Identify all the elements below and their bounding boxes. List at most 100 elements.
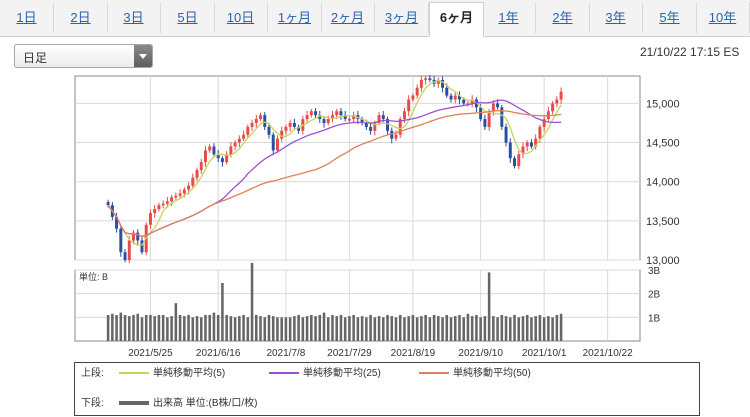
candle-body <box>555 99 559 104</box>
candle-body <box>204 150 207 163</box>
candle-body <box>322 119 326 123</box>
legend-label-ma50: 単純移動平均(50) <box>453 368 531 379</box>
tab-11[interactable]: 3年 <box>589 3 643 33</box>
volume-bar <box>394 317 398 341</box>
volume-bar <box>280 317 283 341</box>
candle-body <box>419 79 423 88</box>
volume-bar <box>538 314 542 341</box>
volume-bar <box>470 316 474 341</box>
x-tick-label: 2021/7/29 <box>327 348 372 359</box>
volume-bar <box>551 317 554 341</box>
volume-bar <box>157 314 161 341</box>
ma50-line <box>107 110 562 238</box>
tab-3[interactable]: 5日 <box>161 3 215 33</box>
volume-bar <box>229 316 233 341</box>
legend-item-volume: 出来高 単位:(B株/口/枚) <box>119 397 257 411</box>
volume-bar <box>487 272 491 341</box>
candle-body <box>347 119 351 121</box>
volume-bar <box>225 314 228 341</box>
candle-body <box>407 99 411 112</box>
volume-bar <box>521 316 525 341</box>
volume-bar <box>432 314 436 341</box>
candle-body <box>275 138 279 151</box>
candle-body <box>292 122 296 127</box>
candle-body <box>314 111 318 116</box>
volume-bar <box>111 313 114 341</box>
volume-bar <box>504 316 508 341</box>
chevron-down-icon[interactable] <box>134 45 152 67</box>
candle-body <box>153 209 157 214</box>
candle-body <box>187 185 191 190</box>
volume-bar <box>288 317 292 341</box>
candle-body <box>369 126 373 131</box>
tab-4[interactable]: 10日 <box>214 3 268 33</box>
candle-body <box>242 134 246 139</box>
candle-body <box>136 232 140 241</box>
volume-bar <box>297 314 300 341</box>
period-select-value: 日足 <box>23 51 48 65</box>
volume-bar <box>492 316 495 341</box>
tab-6[interactable]: 2ヶ月 <box>321 3 375 33</box>
candle-body <box>259 115 262 120</box>
candle-body <box>182 189 186 194</box>
volume-bar <box>191 317 195 341</box>
volume-bar <box>123 314 127 341</box>
volume-tick-label: 2B <box>648 290 661 301</box>
volume-bar <box>331 314 334 341</box>
candle-body <box>271 134 275 151</box>
volume-bar <box>369 314 372 341</box>
candle-body <box>352 115 356 120</box>
tab-9[interactable]: 1年 <box>482 3 536 33</box>
candle-body <box>496 103 500 108</box>
volume-bar <box>496 317 499 341</box>
volume-bar <box>348 316 351 341</box>
tab-8[interactable]: 6ヶ月 <box>429 2 484 37</box>
price-tick-label: 14,500 <box>646 138 680 150</box>
volume-bar <box>301 317 305 341</box>
volume-bar <box>242 314 245 341</box>
candle-body <box>157 205 161 210</box>
x-tick-label: 2021/6/16 <box>196 348 241 359</box>
candle-body <box>123 252 127 260</box>
candle-body <box>170 197 174 202</box>
volume-bar <box>428 317 432 341</box>
candle-body <box>161 203 165 206</box>
volume-bar <box>284 317 288 341</box>
tab-7[interactable]: 3ヶ月 <box>375 3 429 33</box>
candle-body <box>517 154 521 167</box>
tab-1[interactable]: 2日 <box>54 3 108 33</box>
tab-12[interactable]: 5年 <box>643 3 697 33</box>
volume-bar <box>445 314 449 341</box>
candle-body <box>483 119 487 127</box>
period-select[interactable]: 日足 <box>14 44 153 68</box>
tab-2[interactable]: 3日 <box>107 3 161 33</box>
volume-bar <box>517 317 521 341</box>
volume-bar <box>170 316 173 341</box>
candle-body <box>411 95 415 100</box>
legend-label-ma5: 単純移動平均(5) <box>153 368 226 379</box>
volume-bar <box>259 316 262 341</box>
candle-body <box>428 78 432 80</box>
tab-5[interactable]: 1ヶ月 <box>268 3 322 33</box>
period-tab-bar: 1日 2日 3日 5日 10日 1ヶ月 2ヶ月 3ヶ月 6ヶ月 1年 2年 3年 5年 10年 <box>0 0 750 37</box>
candle-body <box>335 111 339 116</box>
volume-bar <box>441 317 444 341</box>
candle-body <box>534 138 538 147</box>
candle-body <box>491 103 495 112</box>
candle-body <box>377 115 381 123</box>
candle-body <box>246 126 250 135</box>
volume-bar <box>403 317 406 341</box>
volume-bar <box>500 314 504 341</box>
candle-body <box>364 122 368 127</box>
legend-label-ma25: 単純移動平均(25) <box>303 368 381 379</box>
volume-bar <box>365 317 368 341</box>
tab-10[interactable]: 2年 <box>536 3 590 33</box>
candle-body <box>436 79 440 84</box>
volume-bar <box>390 316 394 341</box>
volume-bar <box>407 316 410 341</box>
candle-body <box>115 216 119 229</box>
volume-bar <box>166 317 169 341</box>
volume-bar <box>453 316 457 341</box>
tab-0[interactable]: 1日 <box>0 3 54 33</box>
candle-body <box>449 95 453 100</box>
